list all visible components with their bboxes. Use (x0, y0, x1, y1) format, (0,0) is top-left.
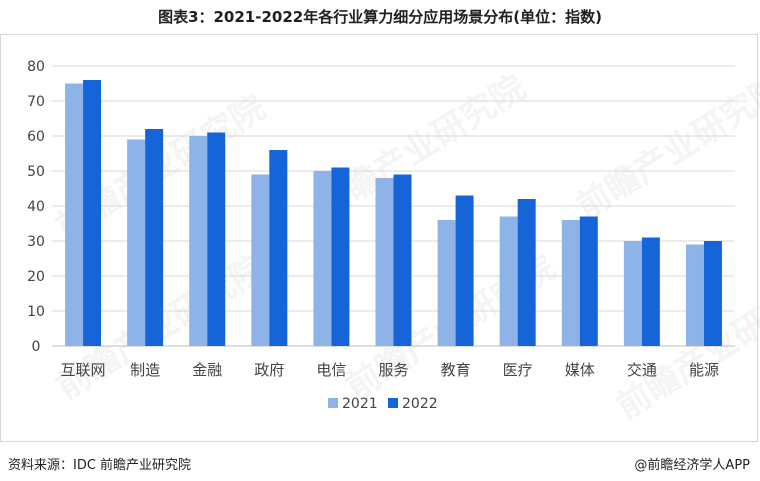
bar-2021 (437, 220, 456, 346)
x-tick-label: 服务 (378, 361, 408, 379)
y-tick-label: 70 (27, 94, 45, 110)
bar-2022 (269, 150, 288, 346)
x-tick-label: 医疗 (503, 361, 533, 379)
y-tick-label: 30 (27, 234, 45, 250)
bar-2021 (127, 139, 146, 346)
y-tick-label: 60 (27, 129, 45, 145)
bar-2022 (393, 174, 412, 346)
bar-2021 (189, 136, 208, 346)
x-tick-label: 媒体 (565, 361, 595, 379)
bar-2021 (623, 241, 642, 346)
x-tick-label: 金融 (192, 361, 222, 379)
x-tick-label: 交通 (627, 361, 657, 379)
bar-2021 (499, 216, 518, 346)
bar-2021 (375, 178, 394, 346)
x-tick-label: 制造 (130, 361, 160, 379)
y-tick-label: 50 (27, 164, 45, 180)
source-note: 资料来源：IDC 前瞻产业研究院 (8, 458, 192, 473)
x-tick-label: 教育 (441, 361, 471, 379)
bar-2021 (685, 244, 704, 346)
x-tick-label: 电信 (316, 361, 346, 379)
bar-2022 (455, 195, 474, 346)
legend-swatch (388, 398, 398, 408)
bar-2021 (65, 83, 84, 346)
bar-2022 (83, 80, 102, 346)
legend-label: 2021 (342, 396, 378, 412)
bar-2022 (641, 237, 660, 346)
bar-2022 (207, 132, 226, 346)
y-tick-label: 80 (27, 59, 45, 75)
bar-2022 (579, 216, 598, 346)
bar-2021 (251, 174, 270, 346)
legend-label: 2022 (402, 396, 438, 412)
chart-title: 图表3：2021-2022年各行业算力细分应用场景分布(单位：指数) (158, 8, 602, 26)
x-tick-label: 互联网 (61, 361, 106, 379)
bar-2021 (561, 220, 580, 346)
bar-2022 (703, 241, 722, 346)
bar-2022 (331, 167, 350, 346)
y-tick-label: 40 (27, 199, 45, 215)
bar-2022 (145, 129, 164, 346)
x-tick-label: 政府 (254, 361, 284, 379)
x-tick-label: 能源 (689, 361, 719, 379)
bar-2021 (313, 171, 332, 346)
y-tick-label: 10 (27, 304, 45, 320)
brand-credit: @前瞻经济学人APP (634, 458, 750, 473)
chart-frame (0, 34, 758, 442)
legend-swatch (328, 398, 338, 408)
y-tick-label: 0 (32, 339, 41, 355)
bar-2022 (517, 199, 536, 346)
y-tick-label: 20 (27, 269, 45, 285)
